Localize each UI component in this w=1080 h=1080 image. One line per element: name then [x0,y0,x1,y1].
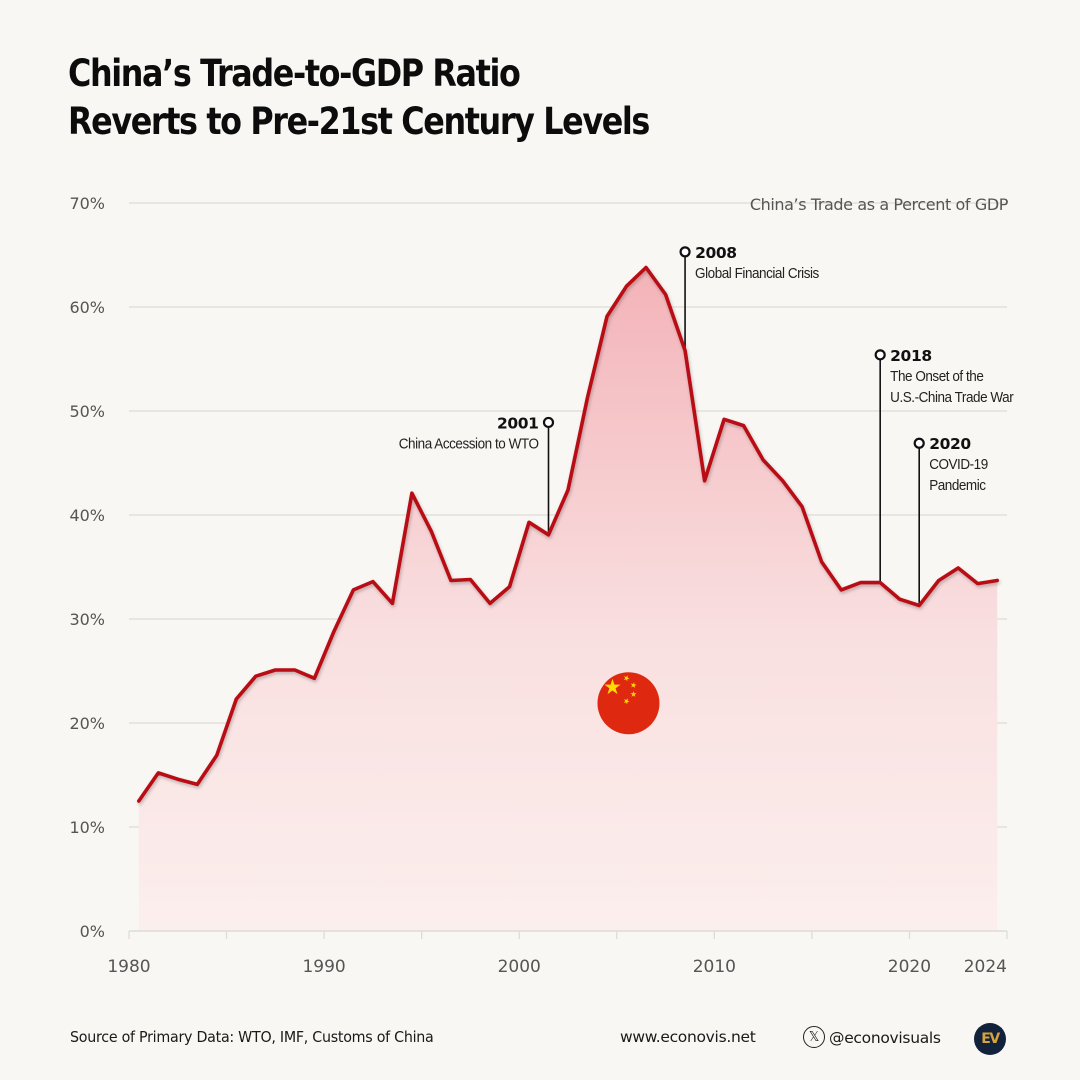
annotation-2008: 2008 Global Financial Crisis [679,244,820,351]
annotation-year: 2008 [695,244,737,262]
area-fill [138,267,998,931]
annotation-2001: 2001 China Accession to WTO [399,414,555,535]
x-handle-text: @econovisuals [829,1029,941,1047]
annotation-marker [913,437,925,449]
flag-star [623,675,630,682]
flag-star [630,682,637,689]
annotation-year: 2020 [929,435,971,453]
annotation-text: Global Financial Crisis [695,265,819,282]
flag-star [623,698,630,705]
flag-circle [597,672,660,735]
y-tick-label: 40% [69,506,105,525]
annotation-text: Pandemic [929,478,986,495]
flag-star [604,678,621,695]
y-tick-label: 50% [69,402,105,421]
annotation-text: The Onset of the [890,368,984,385]
x-tick-label: 2010 [693,957,736,977]
website-link[interactable]: www.econovis.net [620,1028,756,1046]
x-tick-label: 1980 [107,957,150,977]
chart-title-line-1: China’s Trade-to-GDP Ratio [68,52,521,95]
china-flag-icon [597,672,660,735]
annotation-text: U.S.-China Trade War [890,389,1014,406]
annotation-marker [874,349,886,361]
annotations: 2001 China Accession to WTO 2008 Global Fin… [399,244,1014,606]
annotation-marker [679,246,691,258]
y-tick-label: 70% [69,194,105,213]
y-tick-label: 60% [69,298,105,317]
x-tick-label: 2000 [498,957,541,977]
series-line [137,265,999,803]
x-tick-label: 1990 [302,957,345,977]
y-tick-label: 20% [69,714,105,733]
y-tick-label: 0% [80,922,105,941]
y-axis-labels: 0% 10% 20% 30% 40% 50% 60% 70% [69,194,105,941]
chart-title-line-2: Reverts to Pre-21st Century Levels [68,100,650,143]
y-tick-label: 30% [69,610,105,629]
annotation-year: 2001 [497,414,539,432]
chart-title: China’s Trade-to-GDP Ratio Reverts to Pr… [68,50,650,146]
source-note: Source of Primary Data: WTO, IMF, Custom… [70,1028,434,1046]
annotation-text: China Accession to WTO [399,436,539,453]
annotation-year: 2018 [890,347,932,365]
annotation-marker [542,416,555,429]
annotation-2020: 2020 COVID-19 Pandemic [913,435,989,606]
x-tick-label: 2024 [964,957,1007,977]
annotation-2018: 2018 The Onset of the U.S.-China Trade War [874,347,1014,583]
x-handle[interactable]: 𝕏 @econovisuals [803,1026,941,1048]
y-tick-label: 10% [69,818,105,837]
x-logo-icon: 𝕏 [803,1026,825,1048]
x-axis: 1980 1990 2000 2010 2020 2024 [107,930,1008,977]
series-title: China’s Trade as a Percent of GDP [750,195,1009,214]
econovis-logo: EV [974,1023,1006,1055]
trade-gdp-chart: 0% 10% 20% 30% 40% 50% 60% 70% China’s Trade as… [69,194,1014,977]
flag-star [630,691,637,697]
annotation-text: COVID-19 [929,457,988,474]
x-tick-label: 2020 [888,957,931,977]
